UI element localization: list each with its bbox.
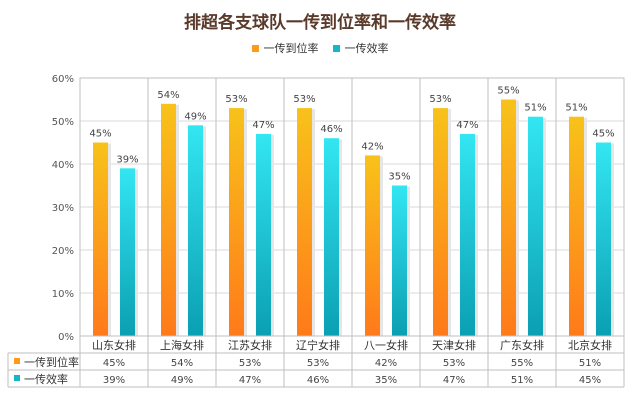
x-tick-label: 山东女排 [92,338,136,352]
legend-swatch-series2 [332,44,340,52]
table-cell: 53% [239,358,261,369]
bar-series2 [596,142,611,336]
table-cell: 47% [443,375,465,386]
table-cell: 42% [375,358,397,369]
bar-series1 [433,108,448,336]
data-label-series1: 42% [361,141,383,152]
x-tick-label: 北京女排 [568,338,612,352]
legend-item-series2: 一传效率 [332,40,389,56]
y-tick-label: 50% [52,117,74,128]
bar-series1 [365,155,380,336]
table-cell: 35% [375,375,397,386]
chart-title: 排超各支球队一传到位率和一传效率 [184,13,456,33]
bar-series1 [501,99,516,336]
bar-series1 [93,142,108,336]
x-tick-label: 辽宁女排 [296,338,340,352]
y-tick-label: 30% [52,203,74,214]
bar-series2 [120,168,135,336]
table-cell: 45% [579,375,601,386]
bar-series2 [528,116,543,336]
data-label-series1: 55% [497,86,519,97]
x-tick-label: 上海女排 [160,338,204,352]
bar-series2 [188,125,203,336]
data-label-series1: 51% [565,103,587,114]
y-tick-label: 10% [52,289,74,300]
data-label-series2: 47% [252,120,274,131]
bar-series2 [392,185,407,336]
table-cell: 49% [171,375,193,386]
table-cell: 53% [307,358,329,369]
x-tick-label: 天津女排 [432,338,476,352]
bar-series2 [256,133,271,336]
y-tick-label: 60% [52,74,74,85]
legend-item-series1: 一传到位率 [251,40,319,56]
table-cell: 39% [103,375,125,386]
table-swatch [14,358,20,364]
x-tick-label: 八一女排 [364,338,408,352]
data-label-series2: 35% [388,172,410,183]
bar-series1 [161,103,176,336]
data-label-series2: 49% [184,111,206,122]
table-cell: 45% [103,358,125,369]
table-swatch [14,375,20,381]
data-label-series2: 46% [320,124,342,135]
data-label-series1: 54% [157,90,179,101]
table-row-label: 一传效率 [24,372,68,386]
table-cell: 55% [511,358,533,369]
y-tick-label: 40% [52,160,74,171]
data-label-series2: 39% [116,154,138,165]
legend-label-series2: 一传效率 [344,42,389,55]
table-cell: 47% [239,375,261,386]
bar-series2 [324,138,339,336]
y-tick-label: 20% [52,246,74,257]
data-label-series2: 45% [592,129,614,140]
table-cell: 46% [307,375,329,386]
data-label-series1: 53% [429,94,451,105]
x-tick-label: 江苏女排 [228,338,272,352]
data-label-series1: 53% [293,94,315,105]
legend-label-series1: 一传到位率 [263,42,319,55]
data-label-series2: 47% [456,120,478,131]
table-cell: 53% [443,358,465,369]
bar-series1 [297,108,312,336]
table-row-label: 一传到位率 [24,355,79,369]
data-label-series1: 45% [89,129,111,140]
x-tick-label: 广东女排 [500,338,544,352]
table-cell: 51% [511,375,533,386]
bar-series1 [229,108,244,336]
y-tick-label: 0% [58,332,74,343]
legend-swatch-series1 [251,44,259,52]
table-cell: 51% [579,358,601,369]
bar-series1 [569,116,584,336]
data-label-series1: 53% [225,94,247,105]
table-cell: 54% [171,358,193,369]
data-label-series2: 51% [524,103,546,114]
bar-series2 [460,133,475,336]
chart-legend: 一传到位率 一传效率 [0,40,640,56]
